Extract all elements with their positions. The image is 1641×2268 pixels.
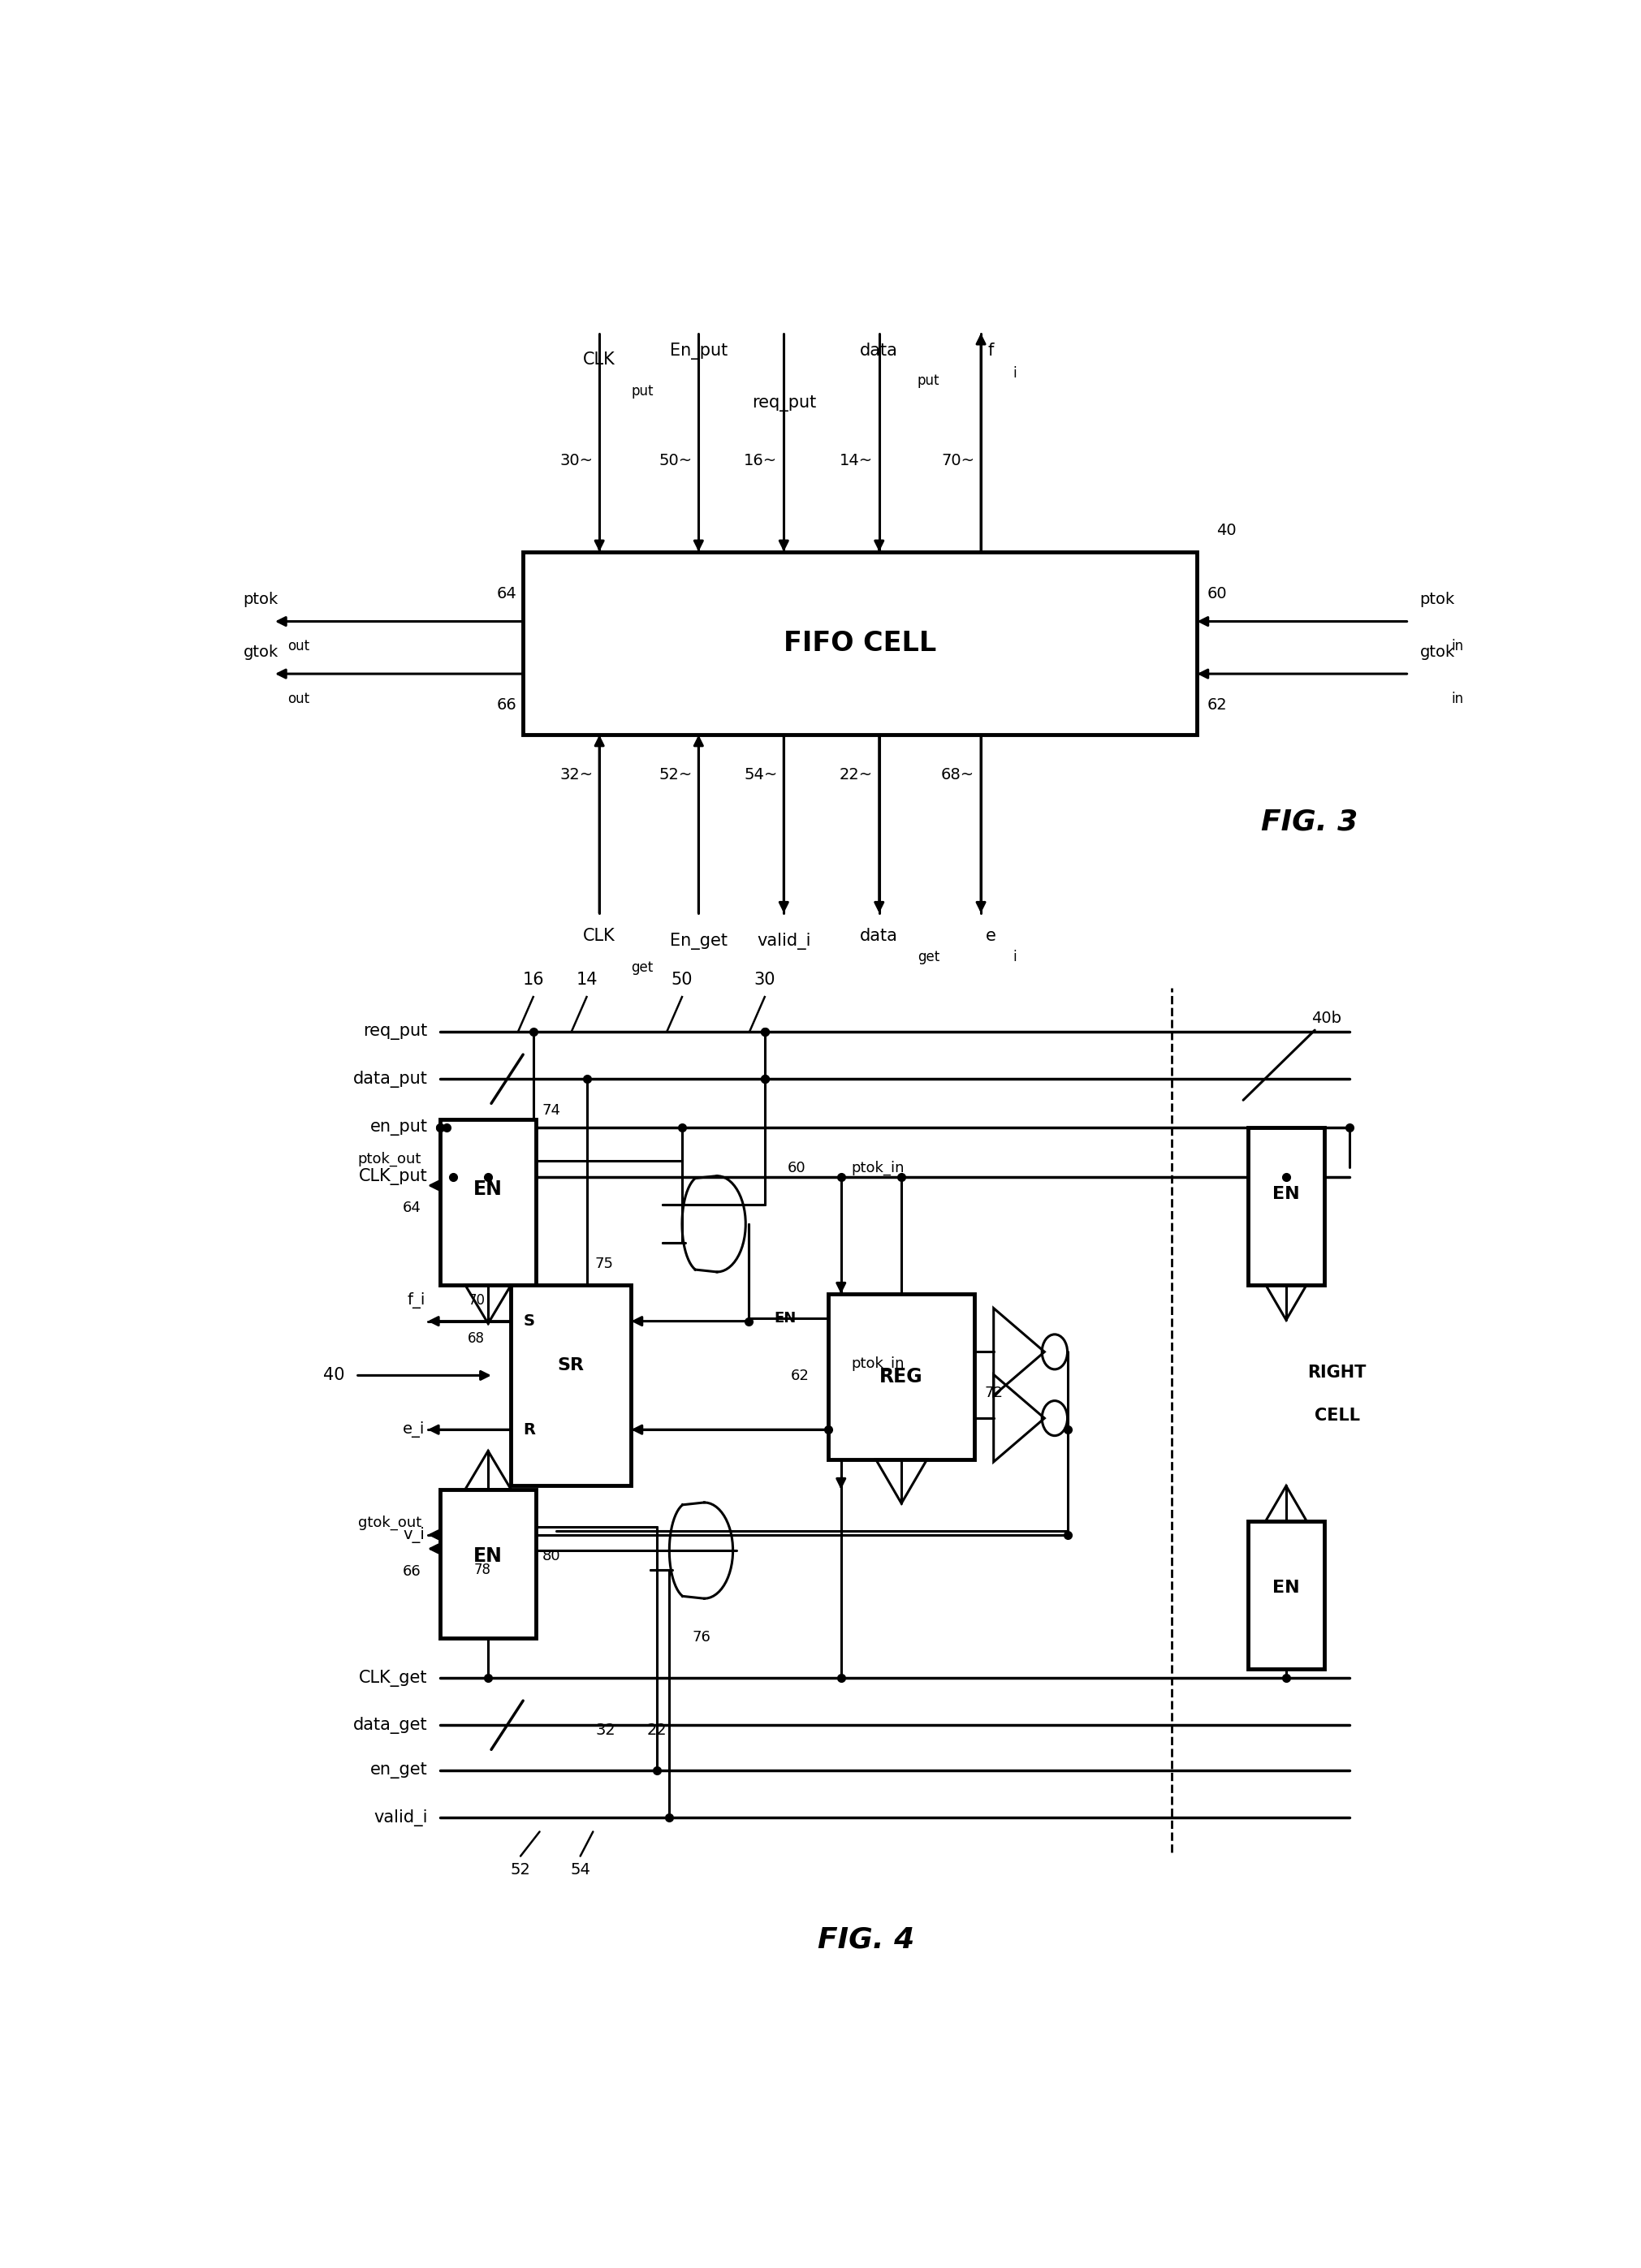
- Text: in: in: [1452, 640, 1464, 653]
- Text: i: i: [1012, 950, 1016, 964]
- Text: EN: EN: [474, 1547, 502, 1565]
- Bar: [1249, 1522, 1324, 1669]
- Text: 54~: 54~: [743, 767, 778, 782]
- Text: valid_i: valid_i: [757, 932, 811, 950]
- Text: 22: 22: [647, 1724, 666, 1737]
- Text: en_put: en_put: [369, 1120, 428, 1136]
- Text: CLK: CLK: [583, 928, 615, 943]
- Text: 32~: 32~: [560, 767, 592, 782]
- Text: 62: 62: [791, 1368, 809, 1383]
- Text: get: get: [632, 959, 653, 975]
- Text: S: S: [523, 1313, 535, 1329]
- Text: EN: EN: [775, 1311, 796, 1327]
- Text: ptok_in: ptok_in: [852, 1356, 904, 1372]
- Text: v_i: v_i: [404, 1526, 425, 1542]
- Text: 22~: 22~: [840, 767, 873, 782]
- Text: 66: 66: [497, 699, 517, 712]
- Text: CLK: CLK: [583, 352, 615, 367]
- Text: 68: 68: [468, 1331, 486, 1345]
- Bar: [829, 1293, 975, 1461]
- Text: CELL: CELL: [1314, 1408, 1360, 1424]
- Text: En_put: En_put: [670, 342, 727, 358]
- Text: gtok: gtok: [243, 644, 279, 660]
- Text: in: in: [1452, 692, 1464, 705]
- Text: 52: 52: [510, 1862, 530, 1878]
- Text: f: f: [988, 342, 994, 358]
- Text: 66: 66: [402, 1565, 422, 1579]
- Text: data_put: data_put: [353, 1070, 428, 1086]
- Text: FIG. 4: FIG. 4: [817, 1926, 916, 1953]
- Text: FIFO CELL: FIFO CELL: [784, 631, 937, 658]
- Text: REG: REG: [880, 1368, 924, 1386]
- Text: 74: 74: [542, 1102, 561, 1118]
- Text: f_i: f_i: [407, 1293, 425, 1309]
- Text: put: put: [917, 374, 940, 388]
- Text: 72: 72: [985, 1386, 1003, 1402]
- Text: 60: 60: [1208, 585, 1227, 601]
- Text: 40: 40: [323, 1368, 345, 1383]
- Text: 80: 80: [542, 1549, 561, 1563]
- Bar: [523, 551, 1198, 735]
- Text: 50~: 50~: [658, 454, 693, 469]
- Text: 62: 62: [1208, 699, 1227, 712]
- Text: CLK_get: CLK_get: [359, 1669, 428, 1687]
- Text: 54: 54: [569, 1862, 591, 1878]
- Text: R: R: [523, 1422, 535, 1438]
- Text: req_put: req_put: [363, 1023, 428, 1041]
- Text: CLK_put: CLK_put: [359, 1168, 428, 1186]
- Text: data_get: data_get: [353, 1717, 428, 1733]
- Text: i: i: [1012, 365, 1016, 381]
- Text: 16~: 16~: [743, 454, 778, 469]
- Bar: [510, 1286, 632, 1486]
- Text: ptok_in: ptok_in: [852, 1161, 904, 1175]
- Text: e: e: [986, 928, 996, 943]
- Text: 14: 14: [576, 971, 597, 987]
- Text: En_get: En_get: [670, 932, 727, 950]
- Text: 64: 64: [497, 585, 517, 601]
- Text: EN: EN: [1272, 1186, 1300, 1202]
- Text: ptok_out: ptok_out: [358, 1152, 422, 1166]
- Text: 30~: 30~: [560, 454, 592, 469]
- Text: data: data: [860, 342, 898, 358]
- Text: EN: EN: [1272, 1579, 1300, 1597]
- Text: e_i: e_i: [404, 1422, 425, 1438]
- Text: data: data: [860, 928, 898, 943]
- Text: 76: 76: [693, 1631, 711, 1644]
- Text: 64: 64: [402, 1200, 422, 1216]
- Text: 16: 16: [522, 971, 545, 987]
- Text: en_get: en_get: [371, 1762, 428, 1778]
- Text: 14~: 14~: [840, 454, 873, 469]
- Text: FIG. 3: FIG. 3: [1260, 807, 1357, 837]
- Text: 30: 30: [753, 971, 776, 987]
- Text: 40b: 40b: [1244, 1012, 1342, 1100]
- Text: SR: SR: [558, 1356, 584, 1374]
- Text: 68~: 68~: [942, 767, 975, 782]
- Text: RIGHT: RIGHT: [1308, 1365, 1367, 1381]
- Text: 60: 60: [788, 1161, 806, 1175]
- Bar: [440, 1118, 535, 1286]
- Text: out: out: [287, 692, 310, 705]
- Text: req_put: req_put: [752, 395, 816, 411]
- Text: get: get: [917, 950, 939, 964]
- Text: gtok: gtok: [1419, 644, 1456, 660]
- Text: 40: 40: [1216, 524, 1236, 538]
- Bar: [1249, 1127, 1324, 1286]
- Text: ptok: ptok: [1419, 592, 1456, 608]
- Bar: [440, 1490, 535, 1637]
- Text: 50: 50: [671, 971, 693, 987]
- Text: gtok_out: gtok_out: [358, 1515, 422, 1531]
- Text: 75: 75: [596, 1256, 614, 1272]
- Text: 70~: 70~: [942, 454, 975, 469]
- Text: EN: EN: [474, 1179, 502, 1198]
- Text: ptok: ptok: [243, 592, 279, 608]
- Text: 70: 70: [468, 1293, 486, 1309]
- Text: 52~: 52~: [658, 767, 693, 782]
- Text: 78: 78: [474, 1563, 491, 1576]
- Text: 32: 32: [596, 1724, 615, 1737]
- Text: put: put: [632, 383, 653, 399]
- Text: valid_i: valid_i: [374, 1810, 428, 1826]
- Text: out: out: [287, 640, 310, 653]
